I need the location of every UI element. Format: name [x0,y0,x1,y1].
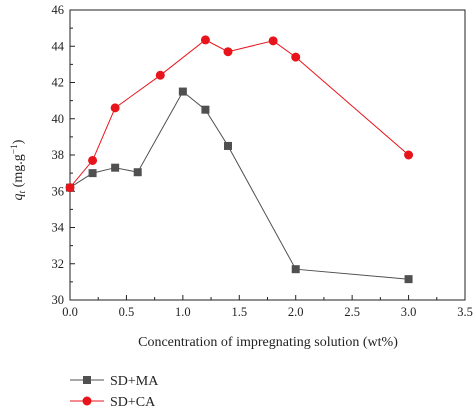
series-line-sd-ma [69,90,409,280]
x-tick-label: 1.0 [175,305,191,319]
legend: SD+MA SD+CA [70,374,159,410]
y-axis-label: qt (mg.g−1) [10,139,28,200]
y-tick-label: 30 [52,293,65,307]
data-point-sd-ca [404,150,414,160]
x-tick-label: 1.5 [231,305,247,319]
x-axis: 0.0 0.5 1.0 1.5 2.0 2.5 3.0 3.5 [62,295,473,319]
data-point-sd-ma [291,265,300,274]
x-tick-label: 2.0 [288,305,304,319]
x-tick-label: 0.5 [119,305,135,319]
series-layer [65,35,414,284]
data-point-sd-ca [88,155,98,165]
data-point-sd-ma [88,169,97,178]
y-tick-label: 44 [52,39,65,53]
x-tick-label: 2.5 [344,305,360,319]
data-point-sd-ma [111,163,120,172]
data-point-sd-ma [404,275,413,284]
y-tick-label: 34 [52,221,65,235]
y-tick-label: 38 [52,148,65,162]
legend-label-sd-ca: SD+CA [110,395,156,410]
y-tick-label: 42 [52,76,65,90]
data-point-sd-ca [155,70,165,80]
x-tick-label: 3.5 [457,305,473,319]
data-point-sd-ma [224,141,232,150]
data-point-sd-ma [201,105,210,114]
data-point-sd-ca [110,103,120,113]
y-axis: 30 32 34 36 38 40 42 44 46 [52,3,75,307]
data-point-sd-ma [133,168,142,177]
y-tick-label: 36 [52,184,65,198]
data-point-sd-ca [65,183,75,193]
x-axis-label: Concentration of impregnating solution (… [138,335,398,350]
legend-marker-sd-ca [82,396,92,406]
y-tick-label: 40 [52,112,65,126]
x-tick-label: 0.0 [62,305,78,319]
y-tick-label: 46 [52,3,65,17]
legend-label-sd-ma: SD+MA [110,374,159,389]
data-point-sd-ca [268,36,278,46]
y-tick-label: 32 [52,257,65,271]
data-point-sd-ca [200,35,210,45]
data-point-sd-ca [291,52,301,62]
data-point-sd-ca [223,47,233,57]
legend-marker-sd-ma [83,376,91,384]
data-point-sd-ma [178,87,187,96]
x-tick-label: 3.0 [401,305,417,319]
